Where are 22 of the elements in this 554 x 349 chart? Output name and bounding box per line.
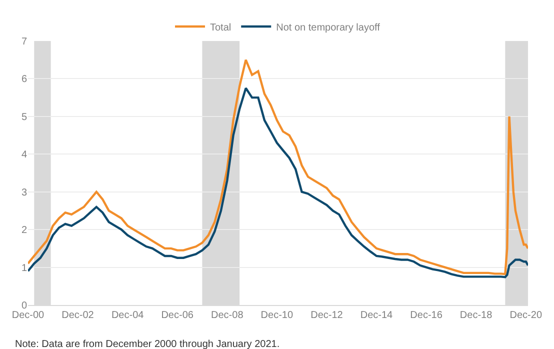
x-tick-label: Dec-04 bbox=[111, 310, 144, 321]
y-tick-label: 4 bbox=[21, 150, 28, 161]
y-tick-label: 0 bbox=[21, 300, 28, 312]
x-tick-label: Dec-06 bbox=[161, 310, 194, 321]
y-tick-label: 3 bbox=[21, 187, 28, 198]
x-tick-label: Dec-20 bbox=[510, 310, 542, 321]
y-tick-label: 5 bbox=[21, 112, 28, 123]
legend-label: Not on temporary layoff bbox=[276, 22, 380, 34]
x-tick-label: Dec-16 bbox=[410, 310, 443, 321]
y-tick-label: 6 bbox=[21, 74, 28, 86]
x-tick-label: Dec-12 bbox=[310, 310, 344, 321]
legend-label: Total bbox=[210, 22, 232, 34]
x-tick-label: Dec-08 bbox=[211, 310, 244, 321]
x-tick-label: Dec-10 bbox=[260, 310, 294, 321]
y-tick-label: 1 bbox=[21, 262, 28, 274]
x-tick-label: Dec-02 bbox=[62, 310, 94, 321]
x-tick-label: Dec-18 bbox=[460, 310, 493, 321]
y-tick-label: 7 bbox=[21, 36, 28, 48]
x-tick-label: Dec-00 bbox=[12, 310, 45, 321]
y-tick-label: 2 bbox=[21, 225, 28, 236]
x-tick-label: Dec-14 bbox=[360, 310, 394, 321]
text: Note: Data are from December 2000 through January 2021. bbox=[15, 339, 280, 349]
